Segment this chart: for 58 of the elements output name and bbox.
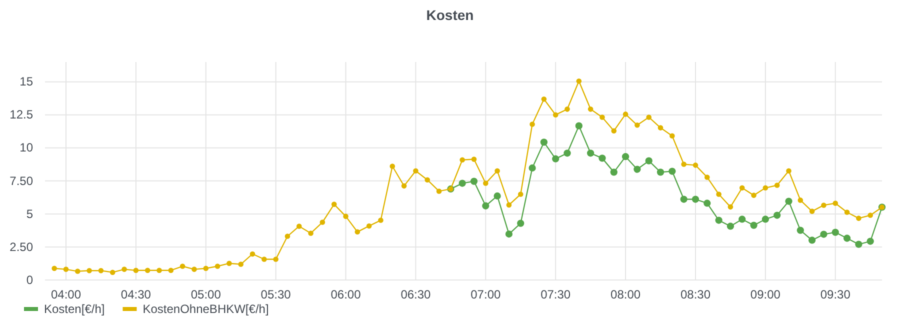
point (505, 230, 513, 238)
y-tick-label: 10 (20, 140, 34, 155)
point (820, 230, 828, 238)
point (692, 196, 700, 203)
x-tick-label: 05:30 (260, 288, 292, 302)
point (726, 222, 734, 230)
y-tick-label: 12.5 (10, 108, 34, 122)
point (832, 228, 839, 236)
y-tick-label: 15 (20, 74, 34, 89)
x-tick-label: 07:00 (470, 288, 501, 302)
y-tick-label: 0 (26, 272, 34, 287)
point (843, 234, 851, 242)
x-tick-label: 04:00 (50, 288, 82, 302)
legend-label: Kosten[€/h] (44, 302, 105, 316)
point (494, 192, 501, 200)
point (645, 157, 652, 164)
x-tick-label: 07:30 (540, 288, 571, 302)
point (738, 216, 746, 223)
point (785, 198, 792, 205)
point (470, 178, 478, 185)
point (796, 226, 804, 234)
point (750, 222, 758, 229)
x-tick-label: 09:00 (750, 288, 781, 302)
point (587, 150, 594, 157)
point (704, 200, 711, 207)
point (458, 180, 466, 187)
point (634, 166, 641, 173)
point (482, 202, 490, 210)
point (762, 216, 769, 223)
y-tick-label: 5 (26, 206, 34, 221)
x-tick-label: 08:00 (610, 288, 641, 302)
point (564, 150, 571, 157)
x-tick-label: 04:30 (120, 288, 152, 302)
point (774, 212, 781, 219)
point (855, 240, 862, 248)
x-tick-label: 08:30 (680, 288, 711, 302)
point (656, 168, 664, 176)
point (866, 238, 874, 245)
point (528, 164, 536, 172)
point (680, 196, 688, 203)
x-tick-label: 09:30 (820, 288, 851, 302)
x-tick-label: 06:30 (400, 288, 432, 302)
y-tick-label: 7.50 (10, 174, 34, 188)
y-tick-label: 2.50 (10, 240, 34, 254)
x-tick-label: 05:00 (190, 288, 222, 302)
legend-label: KostenOhneBHKW[€/h] (142, 302, 269, 316)
point (552, 155, 560, 162)
point (540, 138, 548, 146)
x-tick-label: 06:00 (330, 288, 362, 302)
point (622, 153, 630, 160)
chart-title: Kosten (426, 7, 474, 23)
point (610, 168, 618, 176)
point (575, 122, 582, 130)
point (715, 216, 722, 224)
point (598, 154, 606, 162)
point (808, 236, 816, 244)
point (668, 168, 676, 175)
point (517, 220, 524, 227)
